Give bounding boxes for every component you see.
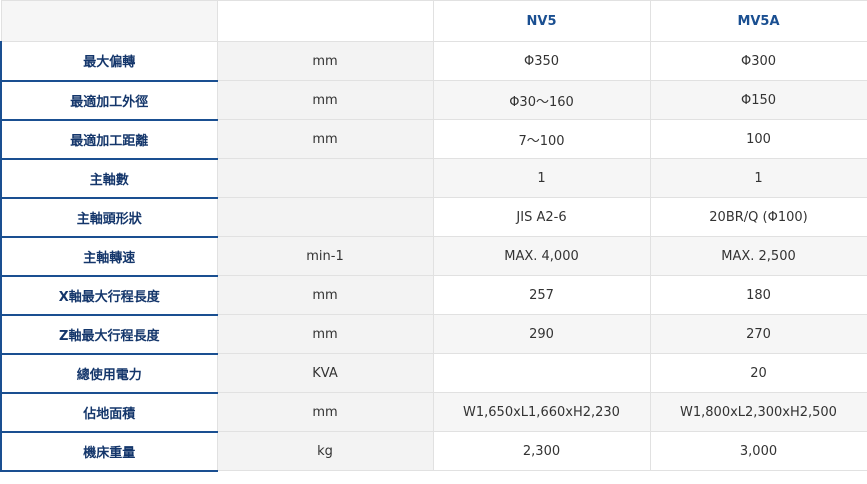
row-label: 總使用電力 [0, 353, 218, 394]
table-row: 最適加工距離 mm 7～100 100 [0, 119, 867, 160]
nv5-value-cell: JIS A2-6 [432, 197, 651, 237]
table-row: 最大偏轉 mm Φ350 Φ300 [0, 41, 867, 82]
spec-table: NV5 MV5A 最大偏轉 mm Φ350 Φ300 最適加工外徑 mm Φ30～160 Φ1… [0, 0, 867, 472]
unit-cell [216, 197, 434, 237]
row-label: X軸最大行程長度 [0, 275, 218, 316]
row-label: 主軸頭形狀 [0, 197, 218, 238]
unit-cell: mm [216, 119, 434, 159]
table-row: 主軸轉速 min-1 MAX. 4,000 MAX. 2,500 [0, 236, 867, 277]
unit-cell: min-1 [216, 236, 434, 276]
mv5a-value-cell: W1,800xL2,300xH2,500 [649, 392, 867, 432]
nv5-value-cell: 1 [432, 158, 651, 198]
unit-cell: mm [216, 275, 434, 315]
nv5-value-cell: 290 [432, 314, 651, 354]
table-row: 主軸頭形狀 JIS A2-6 20BR/Q (Φ100) [0, 197, 867, 238]
row-label: 最大偏轉 [0, 41, 218, 82]
mv5a-value-cell: 1 [649, 158, 867, 198]
row-label: 主軸數 [0, 158, 218, 199]
row-label: 最適加工距離 [0, 119, 218, 160]
nv5-value-cell: Φ30～160 [432, 80, 651, 120]
unit-cell: mm [216, 392, 434, 432]
header-blank-unit [216, 0, 434, 42]
mv5a-value-cell: 100 [649, 119, 867, 159]
row-label: 機床重量 [0, 431, 218, 472]
unit-cell [216, 158, 434, 198]
table-header-row: NV5 MV5A [0, 0, 867, 42]
mv5a-value-cell: 20BR/Q (Φ100) [649, 197, 867, 237]
header-mv5a: MV5A [649, 0, 867, 42]
row-label: 最適加工外徑 [0, 80, 218, 121]
nv5-value-cell: 7～100 [432, 119, 651, 159]
table-row: 主軸數 1 1 [0, 158, 867, 199]
header-blank-label [0, 0, 218, 42]
table-row: 最適加工外徑 mm Φ30～160 Φ150 [0, 80, 867, 121]
unit-cell: mm [216, 80, 434, 120]
nv5-value-cell: 257 [432, 275, 651, 315]
table-row: 總使用電力 KVA 20 [0, 353, 867, 394]
table-row: 機床重量 kg 2,300 3,000 [0, 431, 867, 472]
mv5a-value-cell: 3,000 [649, 431, 867, 471]
unit-cell: mm [216, 314, 434, 354]
mv5a-value-cell: 180 [649, 275, 867, 315]
table-row: X軸最大行程長度 mm 257 180 [0, 275, 867, 316]
mv5a-value-cell: Φ300 [649, 41, 867, 81]
mv5a-value-cell: 20 [649, 353, 867, 393]
nv5-value-cell: MAX. 4,000 [432, 236, 651, 276]
header-nv5: NV5 [432, 0, 651, 42]
table-row: Z軸最大行程長度 mm 290 270 [0, 314, 867, 355]
row-label: 佔地面積 [0, 392, 218, 433]
row-label: Z軸最大行程長度 [0, 314, 218, 355]
nv5-value-cell: Φ350 [432, 41, 651, 81]
nv5-value-cell [432, 353, 651, 393]
mv5a-value-cell: 270 [649, 314, 867, 354]
mv5a-value-cell: MAX. 2,500 [649, 236, 867, 276]
nv5-value-cell: W1,650xL1,660xH2,230 [432, 392, 651, 432]
unit-cell: mm [216, 41, 434, 81]
table-row: 佔地面積 mm W1,650xL1,660xH2,230 W1,800xL2,300x… [0, 392, 867, 433]
mv5a-value-cell: Φ150 [649, 80, 867, 120]
nv5-value-cell: 2,300 [432, 431, 651, 471]
unit-cell: kg [216, 431, 434, 471]
row-label: 主軸轉速 [0, 236, 218, 277]
unit-cell: KVA [216, 353, 434, 393]
